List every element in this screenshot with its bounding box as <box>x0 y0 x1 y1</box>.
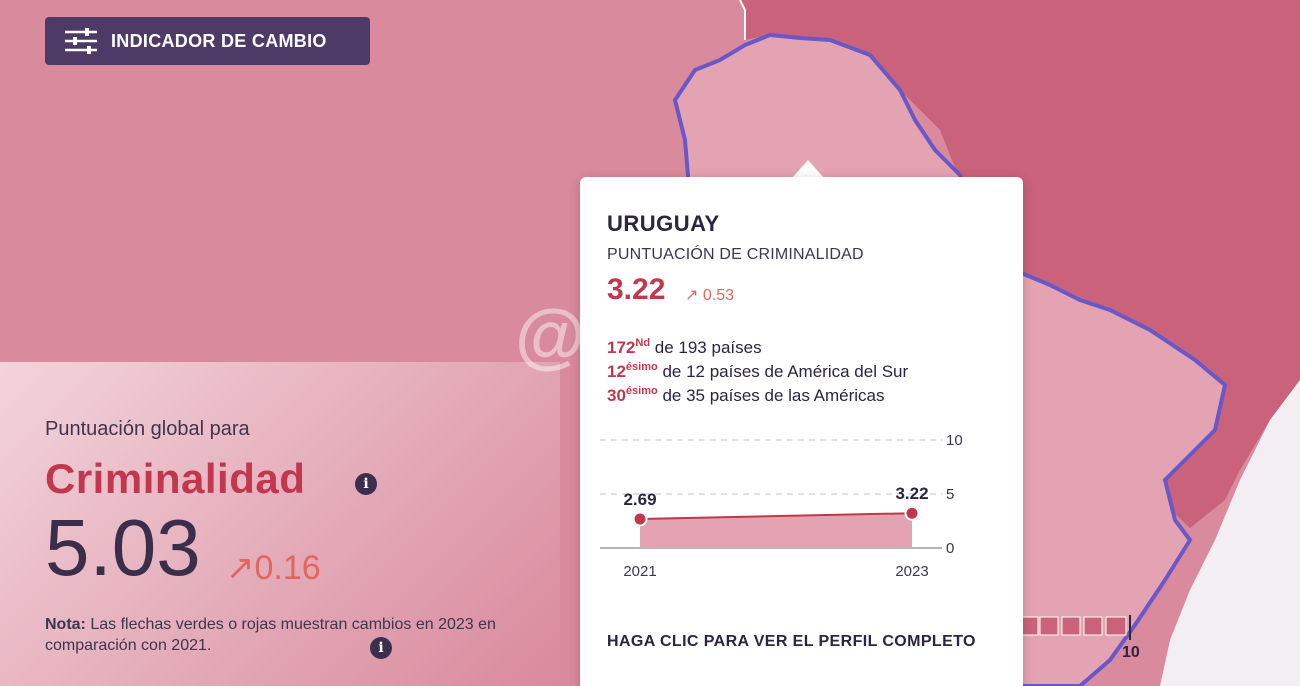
chart-y-tick-label: 10 <box>946 432 963 449</box>
tooltip-rankings: 172Nd de 193 países 12ésimo de 12 países… <box>607 337 908 409</box>
change-indicator-label: INDICADOR DE CAMBIO <box>111 30 327 51</box>
note-text: Nota: Las flechas verdes o rojas muestra… <box>45 614 505 656</box>
sliders-icon <box>65 28 97 54</box>
rank-text: de 12 países de América del Sur <box>657 362 909 381</box>
view-full-profile-link[interactable]: HAGA CLIC PARA VER EL PERFIL COMPLETO <box>607 633 976 650</box>
legend-max-label: 10 <box>1122 644 1140 661</box>
global-score-change: ↗0.16 <box>226 549 321 587</box>
chart-y-tick-label: 5 <box>946 486 954 503</box>
chart-x-tick-label: 2023 <box>895 563 928 580</box>
tooltip-arrow <box>792 160 824 178</box>
tooltip-metric-label: PUNTUACIÓN DE CRIMINALIDAD <box>607 246 864 263</box>
global-score-label: Puntuación global para <box>45 418 250 440</box>
tooltip-country-name: URUGUAY <box>607 211 720 236</box>
country-tooltip: URUGUAY PUNTUACIÓN DE CRIMINALIDAD 3.22 … <box>580 177 1023 686</box>
rank-row-south-america: 12ésimo de 12 países de América del Sur <box>607 361 908 385</box>
chart-data-label: 3.22 <box>895 484 928 503</box>
tooltip-score-value: 3.22 <box>607 273 666 306</box>
rank-row-global: 172Nd de 193 países <box>607 337 908 361</box>
rank-suffix: ésimo <box>625 361 658 373</box>
rank-text: de 193 países <box>650 338 762 357</box>
chart-point <box>632 511 648 527</box>
global-score-panel <box>0 362 560 686</box>
rank-suffix: ésimo <box>625 385 658 397</box>
chart-y-tick-label: 0 <box>946 540 954 557</box>
map-ocean <box>1160 380 1300 686</box>
note-body: Las flechas verdes o rojas muestran camb… <box>45 616 496 654</box>
rank-suffix: Nd <box>635 337 651 349</box>
rank-number: 172 <box>607 338 636 357</box>
chart-area <box>640 513 912 548</box>
note-label: Nota: <box>45 616 86 633</box>
legend-squares <box>1019 615 1131 640</box>
note-info-icon[interactable]: i <box>370 637 392 659</box>
info-icon[interactable]: i <box>355 473 377 495</box>
chart-line <box>639 512 913 520</box>
rank-number: 12 <box>607 362 626 381</box>
rank-number: 30 <box>607 386 626 405</box>
global-metric-title: Criminalidad <box>45 455 306 502</box>
chart-x-tick-label: 2021 <box>623 563 656 580</box>
rank-text: de 35 países de las Américas <box>657 386 885 405</box>
map-border-line <box>739 0 746 40</box>
chart-data-label: 2.69 <box>623 490 656 509</box>
rank-row-americas: 30ésimo de 35 países de las Américas <box>607 385 908 409</box>
global-score-value: 5.03 <box>45 503 201 592</box>
score-trend-chart: 10 5 0 2.69 2021 3.22 2023 <box>600 432 963 580</box>
change-indicator-button[interactable]: INDICADOR DE CAMBIO <box>45 17 370 65</box>
chart-point <box>904 505 920 521</box>
tooltip-score-change: ↗ 0.53 <box>685 287 734 304</box>
